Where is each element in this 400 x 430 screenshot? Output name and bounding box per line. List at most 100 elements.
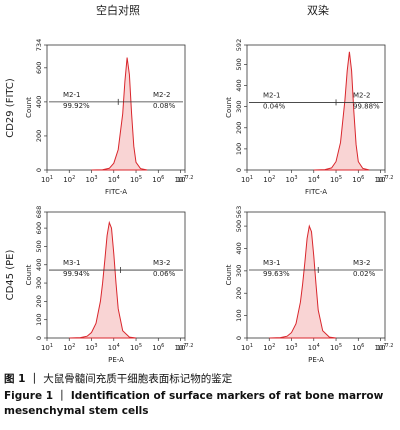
x-tick-label: 104: [308, 343, 320, 352]
y-tick-label: 400: [35, 259, 43, 271]
x-tick-label: 102: [63, 343, 75, 352]
tick-base: 10: [352, 176, 361, 184]
gate-label: M2-1: [63, 91, 80, 99]
y-tick-label: 0: [235, 336, 243, 340]
y-tick-label: 600: [35, 222, 43, 234]
tick-base: 10: [63, 344, 72, 352]
tick-base: 10: [63, 176, 72, 184]
tick-exponent: 7: [383, 175, 386, 181]
x-tick-label: 107: [174, 175, 186, 184]
gate-label: M3-2: [353, 259, 370, 267]
y-tick-label: 300: [235, 100, 243, 112]
y-tick-label: 400: [235, 79, 243, 91]
tick-base: 10: [174, 176, 183, 184]
tick-exponent: 7.2: [385, 343, 393, 349]
tick-base: 10: [174, 344, 183, 352]
y-tick-label: 300: [235, 265, 243, 277]
tick-exponent: 1: [50, 343, 53, 349]
gate-label: 0.04%: [263, 102, 286, 110]
x-tick-label: 104: [108, 175, 120, 184]
x-tick-label: 105: [330, 343, 342, 352]
tick-base: 10: [177, 176, 186, 184]
tick-base: 10: [330, 176, 339, 184]
tick-exponent: 4: [317, 343, 320, 349]
tick-base: 10: [152, 176, 161, 184]
tick-exponent: 5: [339, 343, 342, 349]
tick-base: 10: [41, 344, 50, 352]
y-axis-label: Count: [225, 264, 233, 285]
x-tick-label: 105: [130, 343, 142, 352]
tick-exponent: 2: [272, 175, 275, 181]
x-tick-label: 102: [263, 175, 275, 184]
x-axis-label: PE-A: [308, 356, 324, 364]
tick-exponent: 7: [183, 343, 186, 349]
gate-label: 0.06%: [153, 270, 176, 278]
tick-exponent: 7.2: [185, 343, 193, 349]
tick-exponent: 7: [183, 175, 186, 181]
x-tick-label: 101: [41, 175, 53, 184]
tick-exponent: 5: [139, 343, 142, 349]
column-title: 双染: [307, 3, 329, 17]
tick-base: 10: [285, 176, 294, 184]
y-tick-label: 300: [35, 277, 43, 289]
x-tick-label: 103: [285, 343, 297, 352]
y-tick-label: 200: [235, 122, 243, 134]
histogram-curve: [313, 51, 370, 171]
row-label: CD29 (FITC): [5, 78, 16, 138]
x-axis-label: FITC-A: [305, 188, 327, 196]
tick-base: 10: [85, 344, 94, 352]
tick-base: 10: [285, 344, 294, 352]
tick-base: 10: [352, 344, 361, 352]
tick-base: 10: [41, 176, 50, 184]
y-tick-label: 500: [235, 58, 243, 70]
y-tick-label: 0: [235, 168, 243, 172]
caption-text: 大鼠骨髓间充质干细胞表面标记物的鉴定: [43, 373, 233, 385]
tick-base: 10: [263, 344, 272, 352]
row-label: CD45 (PE): [5, 250, 16, 301]
x-tick-label: 103: [285, 175, 297, 184]
tick-base: 10: [85, 176, 94, 184]
tick-exponent: 5: [139, 175, 142, 181]
tick-base: 10: [108, 344, 117, 352]
x-tick-label: 107: [374, 343, 386, 352]
y-tick-label: 734: [35, 39, 43, 51]
column-title: 空白对照: [96, 3, 140, 17]
tick-exponent: 7: [383, 343, 386, 349]
tick-exponent: 6: [161, 343, 164, 349]
x-tick-label: 107.2: [177, 175, 194, 184]
figure: 空白对照 双染 CD29 (FITC) CD45 (PE) 0200400600…: [5, 3, 394, 364]
tick-base: 10: [377, 344, 386, 352]
tick-base: 10: [177, 344, 186, 352]
tick-exponent: 6: [161, 175, 164, 181]
y-tick-label: 600: [35, 62, 43, 74]
y-axis-label: Count: [25, 97, 33, 118]
x-axis-label: PE-A: [108, 356, 124, 364]
tick-exponent: 2: [72, 343, 75, 349]
x-tick-label: 107: [174, 343, 186, 352]
caption-label: 图 1: [4, 373, 26, 385]
tick-exponent: 4: [117, 175, 120, 181]
tick-base: 10: [374, 176, 383, 184]
gate-label: M3-1: [63, 259, 80, 267]
histogram-curve: [269, 224, 337, 339]
x-tick-label: 107: [374, 175, 386, 184]
tick-base: 10: [374, 344, 383, 352]
tick-exponent: 3: [94, 343, 97, 349]
x-tick-label: 103: [85, 343, 97, 352]
gate-label: 99.92%: [63, 102, 90, 110]
gate-label: M3-2: [153, 259, 170, 267]
tick-exponent: 2: [72, 175, 75, 181]
gate-label: 99.94%: [63, 270, 90, 278]
x-tick-label: 107.2: [377, 343, 394, 352]
caption-en: Figure 1 ｜ Identification of surface mar…: [4, 390, 384, 417]
x-tick-label: 102: [263, 343, 275, 352]
y-tick-label: 400: [35, 96, 43, 108]
tick-exponent: 3: [94, 175, 97, 181]
x-tick-label: 105: [130, 175, 142, 184]
tick-exponent: 4: [117, 343, 120, 349]
tick-base: 10: [330, 344, 339, 352]
x-axis-label: FITC-A: [105, 188, 127, 196]
y-tick-label: 200: [35, 295, 43, 307]
x-tick-label: 106: [152, 175, 164, 184]
tick-base: 10: [152, 344, 161, 352]
